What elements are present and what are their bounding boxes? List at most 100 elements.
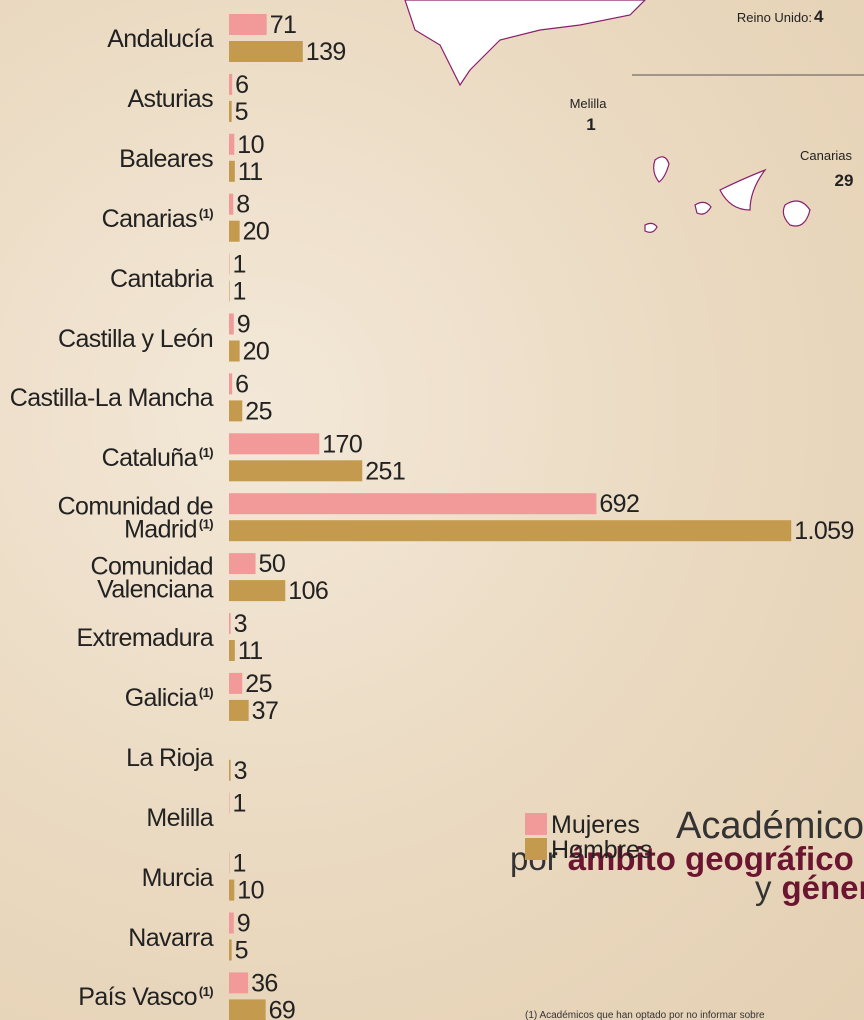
map-label: Melilla [570, 96, 608, 111]
category-name: Murcia [142, 863, 213, 891]
map-value: 4 [814, 7, 824, 26]
category-name: Cantabria [110, 264, 213, 292]
category-label: Cantabria [0, 267, 213, 290]
value-label: 9 [237, 910, 250, 938]
bar [229, 373, 232, 394]
category-label: Castilla y León [0, 327, 213, 350]
value-label: 139 [306, 38, 346, 66]
category-label: Canarias(1) [0, 207, 213, 230]
map-value: 1 [586, 115, 595, 134]
value-label: 11 [238, 637, 263, 665]
legend-label: Mujeres [551, 811, 640, 839]
bar [229, 41, 303, 62]
legend-swatch [525, 838, 547, 860]
bar [229, 194, 233, 215]
category-label: Andalucía [0, 28, 213, 51]
bar [229, 254, 230, 275]
value-label: 69 [269, 996, 296, 1020]
category-label: Navarra [0, 926, 213, 949]
category-name: Comunidad Valenciana [91, 553, 213, 604]
category-label: Melilla [0, 806, 213, 829]
bar [229, 281, 230, 302]
value-label: 10 [237, 877, 264, 905]
value-label: 6 [235, 370, 248, 398]
bar [229, 221, 240, 242]
footnote-marker: (1) [199, 685, 213, 700]
bar [229, 673, 242, 694]
category-label: Cataluña(1) [0, 447, 213, 470]
bar [229, 760, 231, 781]
category-label: Asturias [0, 88, 213, 111]
footnote-marker: (1) [199, 984, 213, 999]
bar [229, 161, 235, 182]
map-label: Reino Unido: [737, 10, 812, 25]
value-label: 1 [233, 790, 246, 818]
bar [229, 580, 285, 601]
value-label: 5 [235, 937, 248, 965]
value-label: 50 [259, 550, 286, 578]
category-name: Andalucía [107, 25, 213, 53]
value-label: 251 [365, 457, 405, 485]
value-label: 3 [234, 757, 247, 785]
value-label: 1.059 [794, 517, 854, 545]
value-label: 5 [235, 98, 248, 126]
category-name: Castilla y León [58, 324, 213, 352]
bar [229, 433, 319, 454]
value-label: 170 [322, 430, 362, 458]
footnote: (1) Académicos que han optado por no inf… [525, 1010, 765, 1020]
bar [229, 314, 234, 335]
map-label: Canarias [800, 148, 853, 163]
legend-label: Hombres [551, 836, 652, 864]
category-name: La Rioja [126, 744, 213, 772]
footnote-marker: (1) [199, 205, 213, 220]
title-bold: género [782, 869, 864, 906]
category-label: Galicia(1) [0, 687, 213, 710]
value-label: 3 [234, 610, 247, 638]
category-name: Asturias [127, 85, 213, 113]
category-name: Galicia [125, 684, 197, 712]
category-name: Comunidad de Madrid [58, 493, 213, 544]
bar [229, 793, 230, 814]
bar [229, 493, 596, 514]
category-name: Navarra [128, 923, 213, 951]
bar [229, 134, 234, 155]
category-label: Murcia [0, 866, 213, 889]
bar [229, 400, 242, 421]
category-label: Castilla-La Mancha [0, 387, 213, 410]
bar [229, 341, 240, 362]
category-name: Cataluña [102, 444, 197, 472]
bar [229, 940, 232, 961]
value-label: 25 [245, 397, 272, 425]
category-label: La Rioja [0, 747, 213, 770]
bar [229, 613, 231, 634]
value-label: 20 [243, 338, 270, 366]
bar [229, 913, 234, 934]
value-label: 1 [233, 251, 246, 279]
category-name: País Vasco [78, 983, 197, 1011]
footnote-marker: (1) [199, 516, 213, 531]
value-label: 1 [233, 278, 246, 306]
value-label: 36 [251, 969, 278, 997]
bar [229, 853, 230, 874]
value-label: 10 [237, 131, 264, 159]
bar [229, 999, 266, 1020]
bar [229, 460, 362, 481]
category-label: Comunidad de Madrid(1) [0, 496, 213, 541]
infographic: 71139651011820119206251702516921.0595010… [0, 0, 864, 1020]
value-label: 37 [252, 697, 279, 725]
category-name: Melilla [146, 803, 213, 831]
bar [229, 700, 249, 721]
value-label: 9 [237, 311, 250, 339]
map-value: 29 [835, 171, 854, 190]
legend-swatch [525, 813, 547, 835]
title-word: y [755, 869, 772, 906]
value-label: 71 [270, 11, 297, 39]
category-name: Extremadura [76, 624, 213, 652]
category-label: Comunidad Valenciana [0, 556, 213, 601]
bar [229, 74, 232, 95]
bar [229, 101, 232, 122]
bar [229, 972, 248, 993]
footnote-marker: (1) [199, 445, 213, 460]
map-shape [405, 0, 645, 85]
bar [229, 880, 234, 901]
